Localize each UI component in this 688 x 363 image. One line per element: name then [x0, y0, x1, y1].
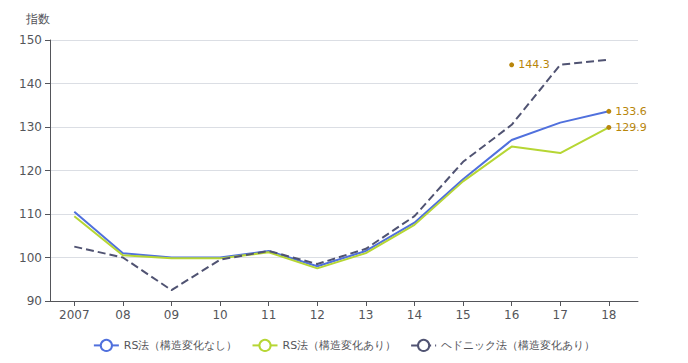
svg-text:RS法（構造変化あり）: RS法（構造変化あり）: [283, 339, 397, 352]
svg-text:2007: 2007: [59, 308, 90, 322]
svg-text:18: 18: [601, 308, 616, 322]
svg-text:140: 140: [19, 77, 42, 91]
svg-text:90: 90: [27, 294, 42, 308]
svg-text:13: 13: [358, 308, 373, 322]
svg-text:100: 100: [19, 251, 42, 265]
svg-text:17: 17: [553, 308, 568, 322]
svg-text:150: 150: [19, 33, 42, 47]
svg-text:133.6: 133.6: [615, 105, 647, 118]
svg-text:11: 11: [261, 308, 276, 322]
svg-text:指数: 指数: [25, 12, 50, 26]
svg-text:RS法（構造変化なし）: RS法（構造変化なし）: [124, 339, 238, 352]
svg-text:144.3: 144.3: [518, 58, 550, 71]
svg-text:15: 15: [455, 308, 470, 322]
svg-text:ヘドニック法（構造変化あり）: ヘドニック法（構造変化あり）: [441, 339, 595, 352]
svg-text:110: 110: [19, 207, 42, 221]
svg-text:129.9: 129.9: [615, 121, 647, 134]
svg-text:10: 10: [212, 308, 227, 322]
svg-text:09: 09: [164, 308, 179, 322]
svg-text:12: 12: [310, 308, 325, 322]
svg-text:16: 16: [504, 308, 519, 322]
svg-text:14: 14: [407, 308, 422, 322]
svg-text:120: 120: [19, 164, 42, 178]
svg-text:08: 08: [115, 308, 130, 322]
svg-text:130: 130: [19, 120, 42, 134]
